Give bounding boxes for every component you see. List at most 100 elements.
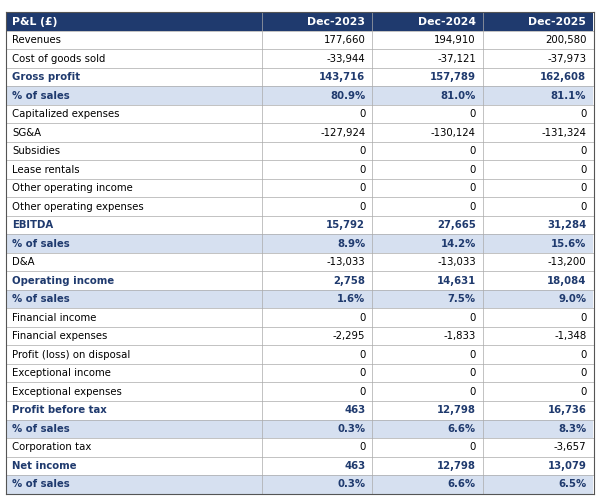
Bar (373, 346, 483, 364)
Text: 7.5%: 7.5% (448, 294, 476, 304)
Bar (6, 86, 262, 105)
Text: Financial income: Financial income (12, 312, 96, 323)
Text: 0.3%: 0.3% (337, 479, 365, 489)
Bar (373, 12, 483, 31)
Text: 0: 0 (469, 109, 476, 119)
Text: 0: 0 (359, 350, 365, 360)
Bar (483, 475, 593, 494)
Bar (6, 179, 262, 197)
Text: 9.0%: 9.0% (558, 294, 586, 304)
Text: -1,348: -1,348 (554, 331, 586, 341)
Text: 463: 463 (344, 405, 365, 415)
Text: % of sales: % of sales (12, 424, 70, 434)
Bar (6, 160, 262, 179)
Text: 157,789: 157,789 (430, 72, 476, 82)
Bar (373, 456, 483, 475)
Text: 81.0%: 81.0% (440, 91, 476, 101)
Bar (6, 124, 262, 142)
Text: Financial expenses: Financial expenses (12, 331, 107, 341)
Bar (373, 124, 483, 142)
Bar (262, 456, 373, 475)
Bar (262, 309, 373, 327)
Bar (6, 50, 262, 68)
Bar (373, 31, 483, 50)
Text: Exceptional income: Exceptional income (12, 368, 111, 378)
Bar (6, 456, 262, 475)
Bar (373, 216, 483, 235)
Bar (373, 271, 483, 290)
Bar (483, 179, 593, 197)
Text: -37,121: -37,121 (437, 54, 476, 63)
Bar (6, 105, 262, 124)
Text: Dec-2025: Dec-2025 (529, 17, 586, 27)
Text: 0: 0 (580, 368, 586, 378)
Text: 6.6%: 6.6% (448, 424, 476, 434)
Text: Profit (loss) on disposal: Profit (loss) on disposal (12, 350, 130, 360)
Bar (483, 290, 593, 309)
Text: 0: 0 (580, 183, 586, 193)
Bar (6, 420, 262, 438)
Bar (483, 216, 593, 235)
Text: 6.5%: 6.5% (558, 479, 586, 489)
Bar (262, 12, 373, 31)
Bar (6, 197, 262, 216)
Bar (262, 327, 373, 346)
Bar (483, 235, 593, 253)
Bar (373, 309, 483, 327)
Text: 0: 0 (580, 202, 586, 212)
Bar (262, 142, 373, 160)
Bar (483, 420, 593, 438)
Text: % of sales: % of sales (12, 239, 70, 248)
Text: 0: 0 (469, 165, 476, 175)
Text: -3,657: -3,657 (554, 442, 586, 452)
Bar (373, 290, 483, 309)
Text: % of sales: % of sales (12, 91, 70, 101)
Text: 0: 0 (359, 312, 365, 323)
Text: 18,084: 18,084 (547, 276, 586, 286)
Text: -37,973: -37,973 (547, 54, 586, 63)
Bar (262, 475, 373, 494)
Text: 0: 0 (469, 442, 476, 452)
Bar (483, 327, 593, 346)
Text: -13,033: -13,033 (326, 257, 365, 267)
Text: 0: 0 (359, 183, 365, 193)
Bar (373, 197, 483, 216)
Text: 0: 0 (359, 165, 365, 175)
Bar (483, 346, 593, 364)
Bar (483, 364, 593, 382)
Text: 0: 0 (580, 109, 586, 119)
Text: 0: 0 (469, 146, 476, 156)
Text: 0: 0 (469, 202, 476, 212)
Bar (6, 364, 262, 382)
Bar (483, 309, 593, 327)
Bar (6, 12, 262, 31)
Text: 0: 0 (469, 312, 476, 323)
Text: 0: 0 (359, 109, 365, 119)
Bar (483, 86, 593, 105)
Text: 194,910: 194,910 (434, 35, 476, 45)
Bar (483, 68, 593, 86)
Text: 1.6%: 1.6% (337, 294, 365, 304)
Bar (373, 179, 483, 197)
Bar (262, 290, 373, 309)
Text: 8.3%: 8.3% (558, 424, 586, 434)
Bar (483, 271, 593, 290)
Text: 0: 0 (580, 146, 586, 156)
Bar (262, 364, 373, 382)
Text: % of sales: % of sales (12, 294, 70, 304)
Bar (483, 160, 593, 179)
Text: 27,665: 27,665 (437, 220, 476, 230)
Bar (262, 50, 373, 68)
Text: % of sales: % of sales (12, 479, 70, 489)
Bar (6, 309, 262, 327)
Text: 2,758: 2,758 (333, 276, 365, 286)
Bar (373, 235, 483, 253)
Text: 0: 0 (359, 146, 365, 156)
Text: Gross profit: Gross profit (12, 72, 80, 82)
Bar (373, 475, 483, 494)
Text: EBITDA: EBITDA (12, 220, 53, 230)
Bar (262, 179, 373, 197)
Bar (373, 86, 483, 105)
Bar (6, 475, 262, 494)
Text: 0: 0 (359, 442, 365, 452)
